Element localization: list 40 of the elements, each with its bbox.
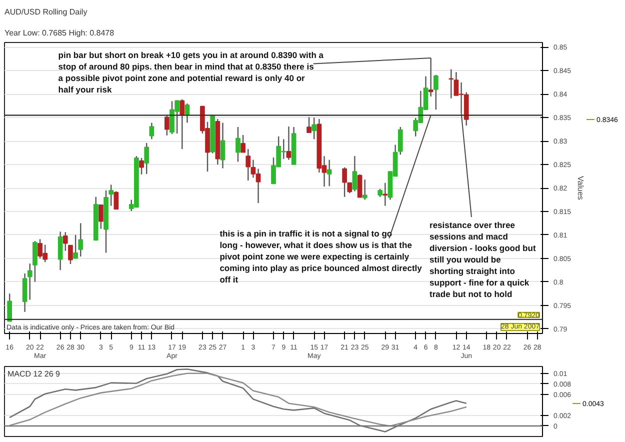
y-axis-title: Values xyxy=(576,176,586,200)
candlestick xyxy=(428,57,434,98)
chart-subtitle: Year Low: 0.7685 High: 0.8478 xyxy=(4,28,115,38)
candlestick xyxy=(149,122,154,140)
candlestick xyxy=(164,114,170,136)
candlestick xyxy=(27,262,32,300)
chart-title: AUD/USD Rolling Daily xyxy=(4,8,88,16)
candlestick xyxy=(240,134,246,153)
candlestick xyxy=(139,157,144,175)
candlestick xyxy=(357,174,362,198)
candlestick xyxy=(32,240,38,282)
candlestick xyxy=(352,155,358,192)
candlestick xyxy=(184,102,190,124)
annotation: pin bar but short on break +10 gets you in at around 0.8390 with a stop of around 80 pips. then bear in mind that at 0.8350 there is a possible pivot point zone and potential reward is only 40 or half your risk xyxy=(58,50,324,94)
candlestick xyxy=(144,142,150,175)
candlestick xyxy=(22,272,28,313)
candlestick xyxy=(236,126,240,162)
candlestick xyxy=(62,232,68,252)
candlestick xyxy=(68,244,73,265)
candlestick xyxy=(98,204,104,230)
candlestick xyxy=(326,159,332,187)
candlestick xyxy=(108,184,114,206)
candlestick xyxy=(382,182,388,206)
candlestick xyxy=(7,293,12,322)
chart-title: MACD 12 26 9 xyxy=(8,370,61,378)
candlestick xyxy=(362,178,368,200)
candlestick xyxy=(398,126,403,156)
candlestick xyxy=(448,68,454,99)
candlestick xyxy=(180,98,185,150)
candlestick xyxy=(306,116,312,134)
line-series xyxy=(8,372,468,427)
candlestick xyxy=(312,116,317,140)
candlestick xyxy=(73,234,78,260)
candlestick xyxy=(114,190,119,210)
candlestick xyxy=(58,231,63,271)
candlestick xyxy=(433,74,438,110)
candlestick xyxy=(286,126,292,160)
candlestick xyxy=(78,222,84,258)
candlestick xyxy=(220,122,226,169)
annotation: resistance over three sessions and macd diversion - looks good but still you would be shorting straight into support - fine for a quick trade but not to hold xyxy=(430,220,536,300)
